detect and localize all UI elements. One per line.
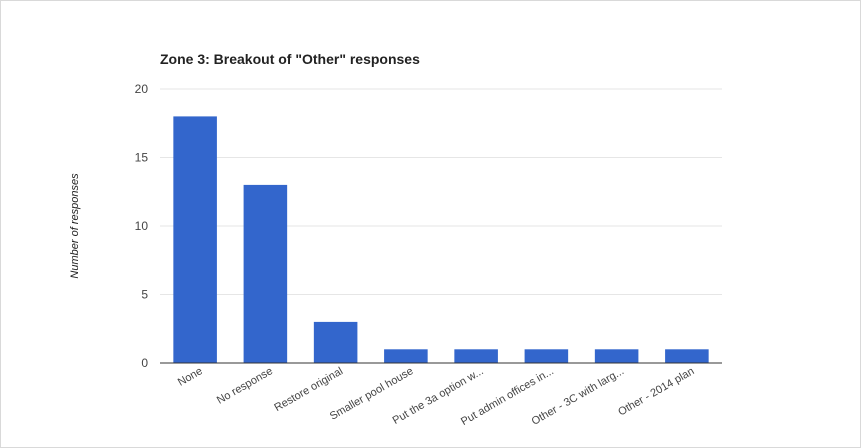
y-axis-label: Number of responses <box>69 173 81 279</box>
y-tick-label: 5 <box>141 288 148 302</box>
bar <box>384 349 428 363</box>
bar <box>454 349 498 363</box>
y-tick-label: 15 <box>135 151 149 165</box>
bar <box>313 321 358 363</box>
x-tick-label: Restore original <box>272 365 345 414</box>
y-tick-label: 0 <box>141 356 148 370</box>
bar <box>524 349 569 363</box>
bar <box>173 116 217 364</box>
bar <box>594 349 639 363</box>
x-tick-label: No response <box>215 365 275 407</box>
chart-title: Zone 3: Breakout of "Other" responses <box>160 51 420 67</box>
x-tick-label: None <box>176 365 205 389</box>
bar <box>243 184 288 363</box>
x-tick-label: Other - 2014 plan <box>616 365 696 418</box>
y-tick-label: 20 <box>135 82 149 96</box>
bars <box>173 116 709 364</box>
bar <box>665 349 709 363</box>
y-tick-label: 10 <box>135 219 149 233</box>
y-axis-ticks: 0 5 10 15 20 <box>135 82 149 370</box>
